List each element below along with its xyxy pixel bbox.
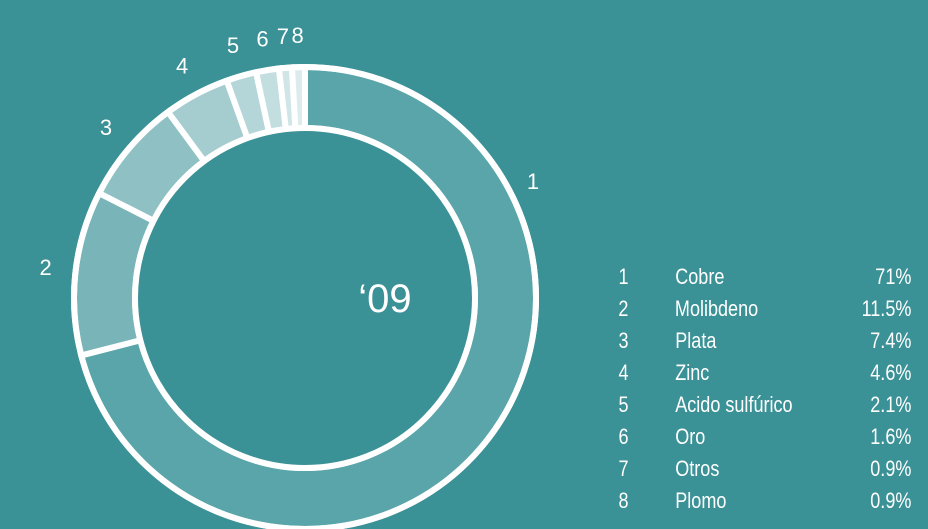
legend-value: 11.5% bbox=[861, 296, 912, 321]
legend-number: 3 bbox=[618, 328, 629, 353]
legend-label: Plomo bbox=[675, 488, 727, 513]
donut-inner-ring bbox=[132, 125, 478, 471]
legend-number: 1 bbox=[618, 264, 629, 289]
legend-label: Molibdeno bbox=[674, 296, 759, 321]
legend-number: 4 bbox=[618, 360, 629, 385]
slice-label-2: 2 bbox=[39, 255, 51, 280]
slice-number-labels: 1 2 3 4 5 6 7 8 bbox=[39, 23, 539, 280]
slice-label-1: 1 bbox=[527, 169, 539, 194]
legend-value: 0.9% bbox=[870, 456, 912, 481]
legend-value: 4.6% bbox=[870, 360, 912, 385]
legend-row: 5 Acido sulfúrico 2.1% bbox=[608, 389, 912, 421]
legend-label: Otros bbox=[675, 456, 720, 481]
legend-label: Oro bbox=[675, 424, 706, 449]
legend-row: 1 Cobre 71% bbox=[608, 261, 912, 293]
center-year-label: ‘09 bbox=[358, 277, 411, 321]
donut-outer-ring bbox=[71, 64, 539, 529]
legend-label: Cobre bbox=[675, 264, 725, 289]
legend-number: 2 bbox=[618, 296, 629, 321]
legend-label: Acido sulfúrico bbox=[675, 392, 793, 417]
legend-number: 6 bbox=[618, 424, 629, 449]
legend-value: 7.4% bbox=[870, 328, 912, 353]
legend-row: 7 Otros 0.9% bbox=[608, 453, 912, 485]
legend-row: 3 Plata 7.4% bbox=[608, 325, 912, 357]
legend-row: 6 Oro 1.6% bbox=[608, 421, 912, 453]
slice-label-6: 6 bbox=[256, 26, 268, 51]
slice-label-3: 3 bbox=[100, 115, 112, 140]
legend: 1 Cobre 71% 2 Molibdeno 11.5% 3 Plata 7.… bbox=[608, 261, 912, 517]
slice-label-5: 5 bbox=[227, 33, 239, 58]
legend-row: 4 Zinc 4.6% bbox=[608, 357, 912, 389]
legend-value: 71% bbox=[875, 264, 912, 289]
legend-number: 5 bbox=[618, 392, 629, 417]
legend-number: 7 bbox=[618, 456, 629, 481]
slice-label-4: 4 bbox=[176, 54, 188, 79]
donut-slice-8 bbox=[288, 63, 308, 132]
legend-row: 2 Molibdeno 11.5% bbox=[608, 293, 911, 325]
legend-row: 8 Plomo 0.9% bbox=[608, 485, 912, 517]
slice-label-8: 8 bbox=[291, 23, 303, 48]
slice-label-7: 7 bbox=[277, 24, 289, 49]
legend-label: Plata bbox=[675, 328, 717, 353]
legend-value: 0.9% bbox=[870, 488, 912, 513]
legend-label: Zinc bbox=[675, 360, 710, 385]
legend-value: 2.1% bbox=[870, 392, 912, 417]
legend-value: 1.6% bbox=[870, 424, 912, 449]
legend-number: 8 bbox=[618, 488, 629, 513]
